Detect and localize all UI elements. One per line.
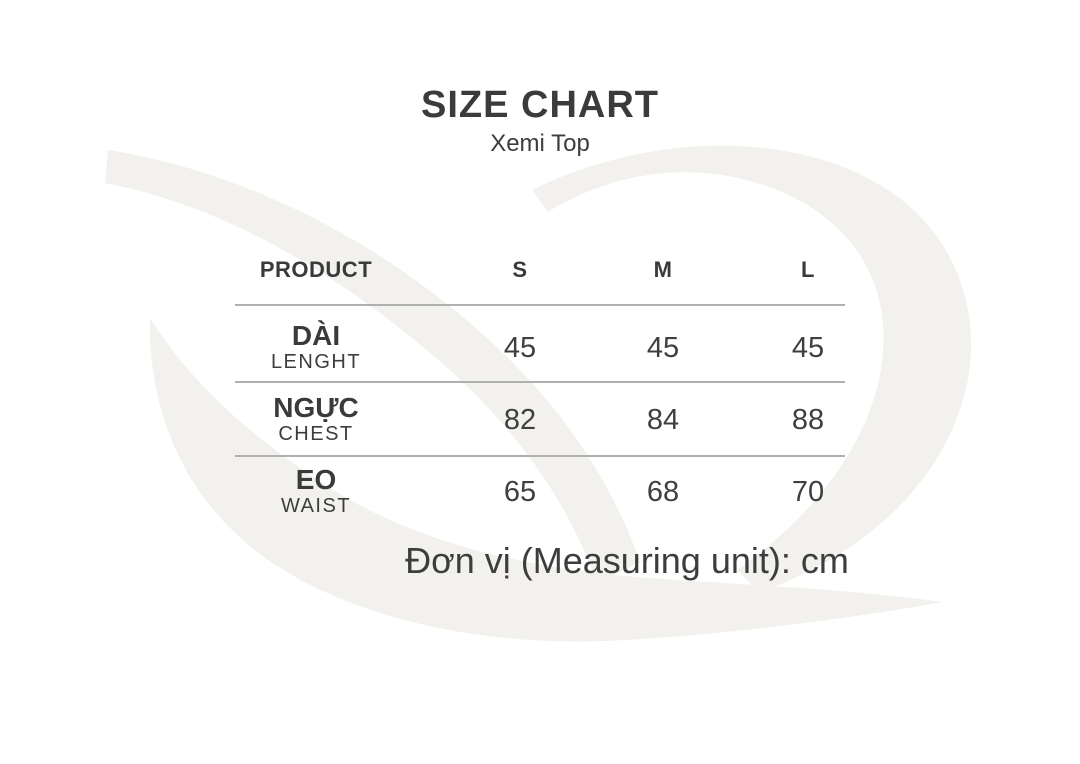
length-value-l: 45	[791, 332, 825, 364]
waist-value-s: 65	[503, 476, 537, 508]
row-divider-line	[235, 455, 845, 457]
column-header-size-s: S	[512, 257, 528, 282]
row-label-primary: EO	[295, 464, 337, 495]
length-value-s: 45	[503, 332, 537, 364]
page-title: SIZE CHART	[421, 84, 659, 126]
chest-value-s: 82	[503, 404, 537, 436]
measuring-unit-note: Đơn vị (Measuring unit): cm	[405, 540, 849, 581]
length-value-m: 45	[646, 332, 680, 364]
header-divider-line	[235, 304, 845, 306]
chest-value-l: 88	[791, 404, 825, 436]
column-header-product: PRODUCT	[259, 257, 373, 282]
waist-value-l: 70	[791, 476, 825, 508]
product-name-subtitle: Xemi Top	[490, 130, 590, 157]
chest-value-m: 84	[646, 404, 680, 436]
waist-value-m: 68	[646, 476, 680, 508]
row-label-secondary: CHEST	[278, 423, 354, 445]
column-header-size-m: M	[653, 257, 673, 282]
row-label-primary: DÀI	[291, 320, 341, 351]
row-label-waist: EO WAIST	[280, 464, 352, 517]
row-label-secondary: WAIST	[280, 495, 352, 517]
row-label-secondary: LENGHT	[270, 351, 362, 373]
row-divider-line	[235, 381, 845, 383]
row-label-chest: NGỰC CHEST	[273, 392, 359, 445]
row-label-length: DÀI LENGHT	[270, 320, 362, 373]
row-label-primary: NGỰC	[273, 392, 359, 423]
column-header-size-l: L	[801, 257, 815, 282]
